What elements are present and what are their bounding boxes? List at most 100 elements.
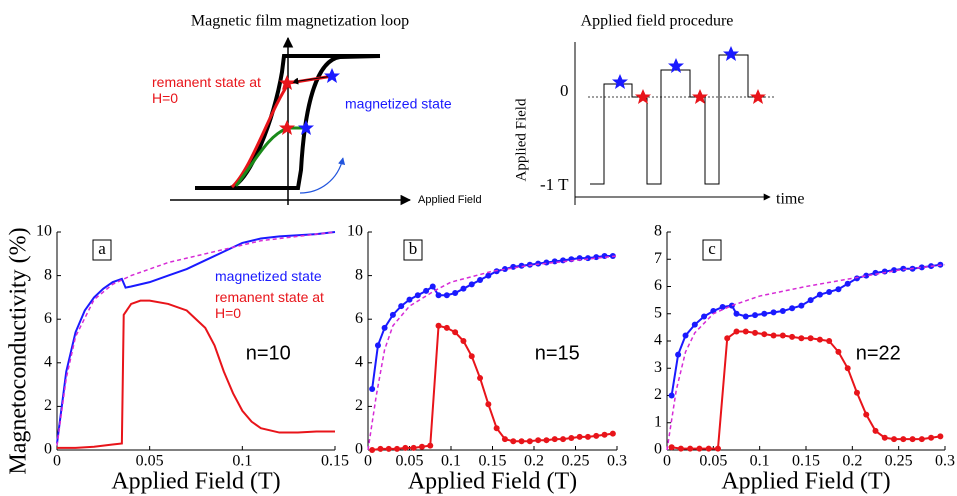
x-tick-label: 0 [663,453,671,470]
arrow [291,75,334,85]
point [779,332,786,339]
point [807,335,814,342]
x-tick-label: 0.1 [750,453,770,470]
panel-label: b [409,239,418,258]
point [501,266,508,273]
y-tick-label: 6 [44,310,52,327]
series-line [56,231,336,446]
point [719,303,726,310]
point [728,302,735,309]
legend-entry-box: magnetized state [215,268,322,284]
point [696,445,703,452]
y-tick-label: 8 [355,266,363,283]
point [816,291,823,298]
y-tick-label: 4 [654,332,662,349]
point [798,302,805,309]
point [518,438,525,445]
y-tick-label: 0 [355,441,363,458]
point [761,310,768,317]
zero-label: 0 [560,81,569,100]
point [881,434,888,441]
loop-branch [195,54,381,190]
x-tick-label: 0.1 [441,453,461,470]
point [918,436,925,443]
point [414,292,421,299]
point [733,328,740,335]
point [752,312,759,319]
point [900,265,907,272]
point [835,348,842,355]
point [687,445,694,452]
point [394,445,401,452]
point [402,444,409,451]
procedure-x-label: time [776,191,804,208]
point [928,434,935,441]
x-tick-label: 0.25 [885,453,913,470]
point [900,436,907,443]
magnetized-label: magnetized state [345,96,452,112]
series-line [670,263,941,396]
point [535,437,542,444]
series-line [57,299,335,449]
point [526,438,533,445]
point [406,296,413,303]
point [761,331,768,338]
panel-label: c [708,239,716,258]
y-tick-label: 4 [355,353,363,370]
point [798,335,805,342]
point [468,281,475,288]
point [601,431,608,438]
series-line [666,263,946,451]
point [518,262,525,269]
point [609,430,616,437]
point [510,438,517,445]
panel-label-box [403,239,423,261]
legend-entry: magnetized state [215,268,322,284]
y-tick-label: 2 [355,397,363,414]
point [863,411,870,418]
y-tick-label: 5 [654,304,662,321]
point [742,313,749,320]
point [853,389,860,396]
point [701,313,708,320]
loop-diagram: Magnetic film magnetization loop remanen… [152,13,482,206]
waveform [590,54,765,185]
point [668,444,675,451]
x-tick-label: 0.2 [524,453,544,470]
x-tick-label: 0.1 [232,453,252,470]
point [733,310,740,317]
y-tick-label: 0 [654,441,662,458]
star [324,68,340,83]
y-tick-label: 10 [347,223,363,240]
series-line [56,231,336,444]
y-tick-label: 6 [654,277,662,294]
point [691,321,698,328]
point [435,322,442,329]
point [551,436,558,443]
loop-x-label: Applied Field [418,194,482,206]
point [816,336,823,343]
x-tick-label: 0 [364,453,372,470]
y-tick-label: 8 [44,266,52,283]
point [576,433,583,440]
annotation: n=22 [856,342,901,364]
point [682,332,689,339]
point [677,445,684,452]
point [584,433,591,440]
panel-label: a [98,239,106,258]
point [369,385,376,392]
x-tick-label: 0.05 [136,453,164,470]
x-tick-label: 0.25 [562,453,590,470]
y-tick-label: 7 [654,250,662,267]
point [501,436,508,443]
point [485,272,492,279]
point [918,264,925,271]
y-tick-label: 1 [654,413,662,430]
x-tick-label: 0.3 [935,453,955,470]
point [789,333,796,340]
point [551,258,558,265]
x-axis-label: Applied Field (T) [408,469,577,495]
y-tick-label: 3 [654,359,662,376]
point [560,436,567,443]
